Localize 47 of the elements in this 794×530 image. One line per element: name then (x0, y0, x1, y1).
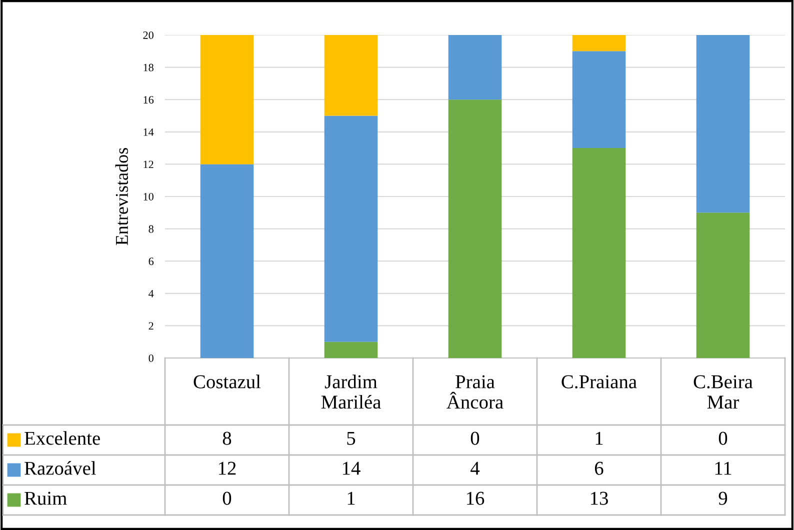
y-tick-label: 18 (144, 64, 154, 72)
bar (572, 148, 626, 358)
legend-label: Razoável (24, 461, 96, 475)
data-label: 1 (596, 432, 603, 445)
data-label: 13 (590, 492, 608, 505)
data-label: 16 (466, 492, 484, 505)
bar (448, 100, 502, 358)
data-label: 0 (222, 492, 232, 505)
x-tick-label: C.Praiana (562, 375, 637, 388)
bar (200, 35, 254, 164)
data-label: 11 (715, 462, 732, 475)
y-tick-label: 6 (148, 258, 154, 266)
bar (572, 51, 626, 148)
legend-label: Excelente (24, 431, 100, 445)
y-tick-label: 0 (148, 354, 154, 362)
data-label: 5 (347, 432, 356, 445)
x-tick-label: Costazul (194, 374, 261, 388)
y-tick-label: 16 (144, 96, 154, 104)
bar (572, 35, 626, 52)
bar (200, 164, 254, 358)
y-tick-label: 8 (148, 225, 154, 233)
y-tick-label: 10 (144, 192, 154, 200)
data-label: 9 (718, 492, 728, 505)
bar (324, 116, 378, 342)
bar (696, 212, 750, 358)
y-tick-label: 14 (144, 128, 154, 136)
y-tick-label: 20 (143, 31, 154, 39)
y-tick-label: 12 (144, 160, 154, 168)
data-label: 12 (218, 462, 236, 475)
data-label: 0 (718, 432, 728, 445)
bar (324, 35, 378, 116)
legend-label: Ruim (24, 492, 67, 505)
y-tick-label: 2 (148, 322, 154, 330)
x-tick-label: Praia Âncora (446, 375, 504, 409)
data-label: 8 (222, 432, 232, 445)
data-label: 1 (348, 492, 355, 505)
data-label: 6 (594, 462, 604, 475)
data-label: 14 (342, 462, 360, 475)
x-tick-label: Jardim Mariléa (321, 374, 381, 409)
bar (448, 35, 502, 100)
bar (324, 342, 378, 358)
y-axis-title: Entrevistados (115, 148, 128, 246)
bar (696, 35, 750, 213)
data-label: 0 (470, 432, 480, 445)
data-label: 4 (470, 462, 480, 475)
y-tick-label: 4 (148, 290, 154, 298)
x-tick-label: C.Beira Mar (694, 375, 753, 409)
